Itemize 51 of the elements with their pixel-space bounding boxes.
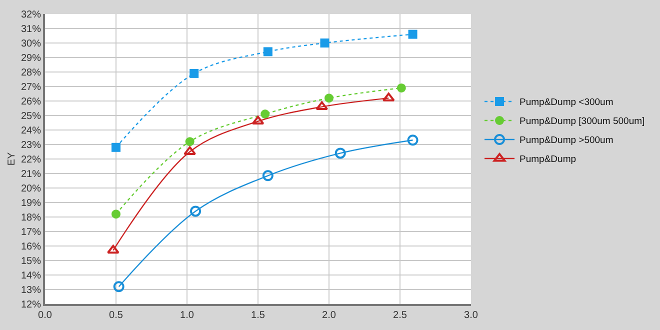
legend-label: Pump&Dump >500um bbox=[520, 135, 614, 146]
point bbox=[396, 83, 406, 92]
x-tick-label: 2.0 bbox=[322, 310, 336, 321]
legend-label: Pump&Dump [300um 500um] bbox=[520, 116, 645, 128]
y-tick-label: 30% bbox=[20, 38, 42, 50]
point bbox=[252, 116, 264, 125]
point bbox=[408, 30, 418, 39]
point bbox=[190, 68, 199, 78]
y-tick-label: 12% bbox=[20, 300, 42, 310]
y-tick-label: 13% bbox=[20, 285, 42, 296]
point bbox=[106, 244, 120, 254]
y-tick-label: 28% bbox=[20, 68, 42, 78]
point bbox=[112, 210, 120, 219]
y-tick-label: 27% bbox=[20, 82, 42, 93]
point bbox=[113, 281, 124, 292]
point bbox=[262, 170, 274, 182]
y-tick-label: 14% bbox=[20, 270, 42, 282]
legend-label: Pump&Dump bbox=[520, 154, 576, 166]
point bbox=[320, 38, 330, 48]
y-tick-label: 25% bbox=[20, 111, 42, 122]
y-tick-label: 19% bbox=[20, 198, 42, 209]
legend-label: Pump&Dump <300um bbox=[520, 97, 614, 108]
x-tick-label: 1.5 bbox=[251, 310, 266, 321]
y-tick-label: 26% bbox=[20, 96, 42, 108]
y-tick-label: 21% bbox=[20, 169, 42, 180]
point bbox=[316, 101, 328, 110]
y-tick-label: 23% bbox=[20, 140, 42, 151]
x-tick-label: 0.5 bbox=[109, 310, 124, 321]
point bbox=[112, 142, 120, 152]
point bbox=[190, 206, 202, 217]
y-tick-label: 22% bbox=[20, 154, 42, 166]
y-tick-label: 18% bbox=[20, 212, 42, 224]
y-tick-label: 31% bbox=[20, 24, 42, 35]
x-tick-label: 1.0 bbox=[180, 310, 194, 321]
y-tick-label: 32% bbox=[20, 10, 42, 20]
point bbox=[324, 94, 334, 103]
point bbox=[260, 110, 270, 119]
x-tick-label: 3.0 bbox=[464, 310, 478, 321]
point bbox=[185, 137, 194, 146]
y-tick-label: 16% bbox=[20, 242, 42, 252]
point bbox=[334, 148, 346, 159]
x-tick-label: 0.0 bbox=[38, 310, 52, 321]
y-tick-label: 17% bbox=[20, 227, 42, 238]
point bbox=[407, 134, 418, 146]
y-tick-label: 20% bbox=[20, 184, 42, 194]
y-axis-title: EY bbox=[6, 152, 18, 166]
y-tick-label: 15% bbox=[20, 256, 42, 267]
x-tick-label: 2.5 bbox=[393, 310, 408, 321]
y-tick-label: 24% bbox=[20, 126, 42, 136]
point bbox=[263, 47, 272, 56]
y-tick-label: 29% bbox=[20, 53, 42, 64]
